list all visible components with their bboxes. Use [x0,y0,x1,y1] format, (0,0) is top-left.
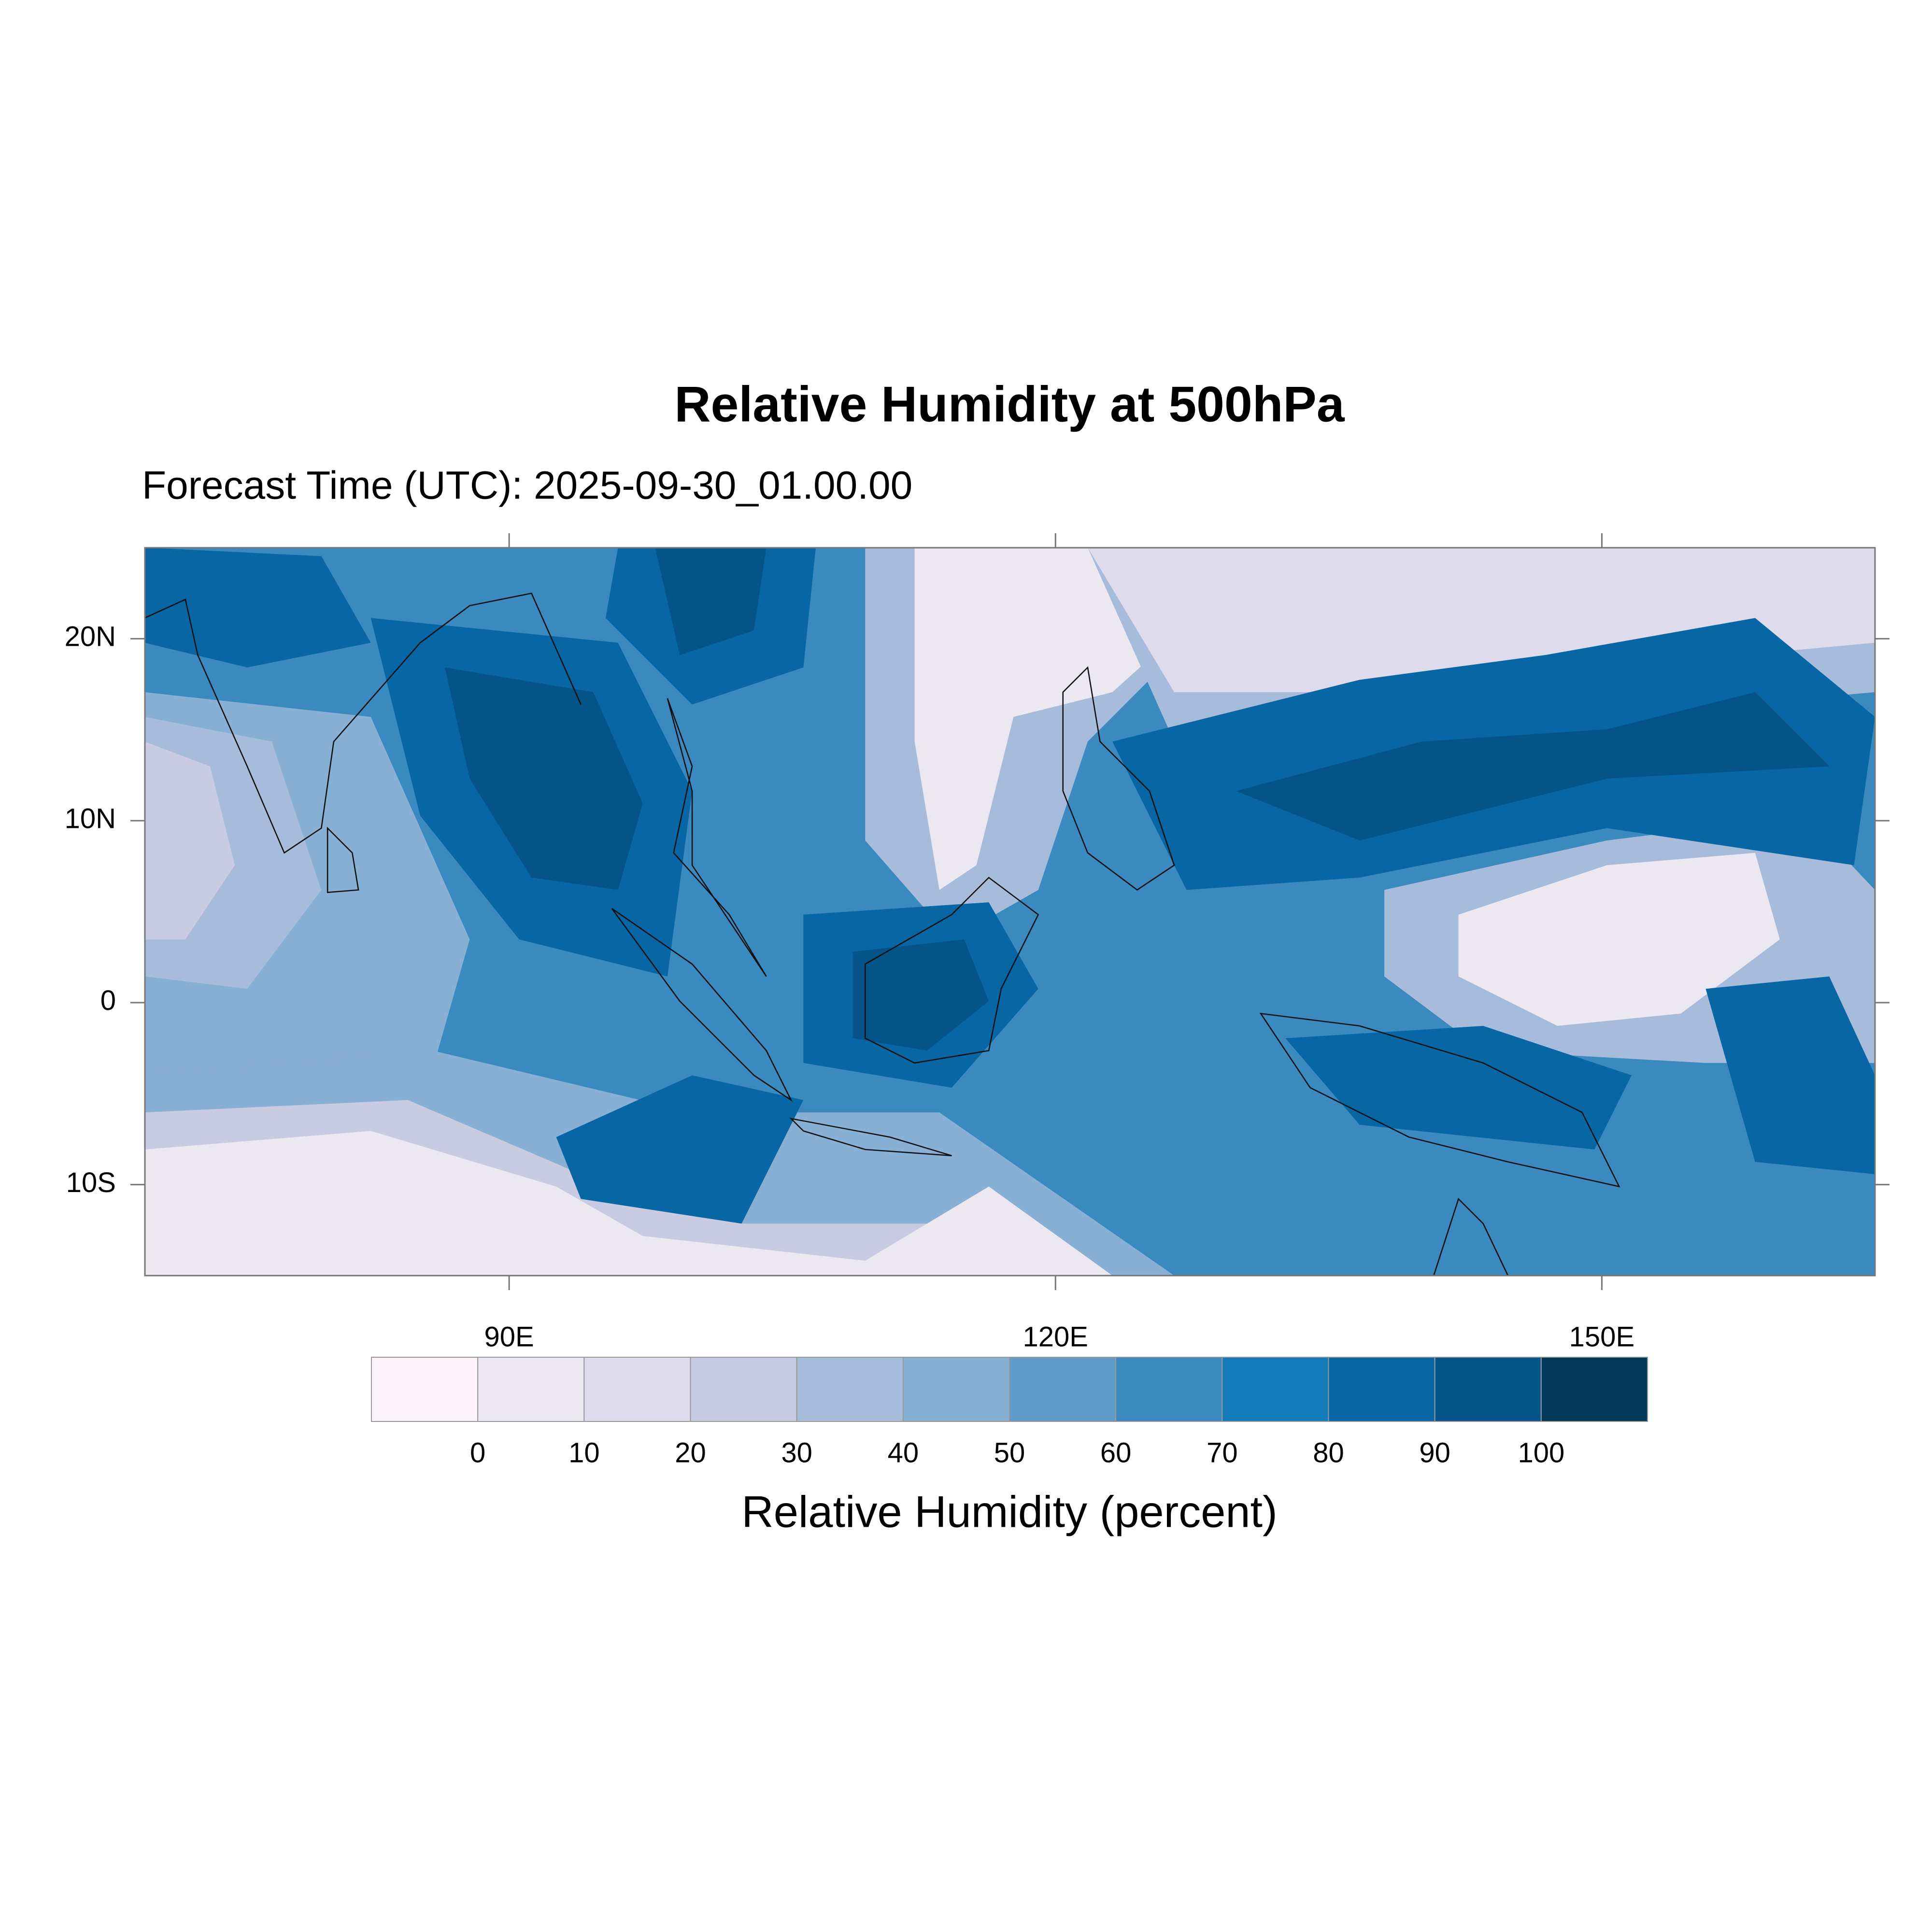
colorbar-label: 20 [675,1437,706,1468]
colorbar-label: 90 [1419,1437,1450,1468]
field-patch [1705,976,1875,1175]
field-patches [145,548,1875,1276]
field-patch [655,548,767,655]
chart-title: Relative Humidity at 500hPa [674,376,1345,432]
coastline [865,877,1039,1064]
coastline [611,908,793,1102]
colorbar-box [371,1357,479,1422]
field-patch [1236,692,1830,841]
colorbar-label: 60 [1100,1437,1132,1468]
field-patch [145,741,235,939]
coastlines [145,592,1620,1276]
colorbar-box [583,1357,691,1422]
field-patch [852,939,989,1051]
colorbar-label: 40 [888,1437,919,1468]
coastline [1062,666,1175,891]
coastline [1259,1012,1620,1188]
field-patch [145,1131,1113,1276]
x-tick-label: 150E [1569,1321,1634,1352]
colorbar-box [796,1357,904,1422]
colorbar-label: 70 [1207,1437,1238,1468]
colorbar-box [902,1357,1010,1422]
colorbar-label: 80 [1313,1437,1344,1468]
colorbar-label: 50 [994,1437,1025,1468]
colorbar-label: 30 [781,1437,812,1468]
field-patch [556,1075,804,1224]
y-tick-label: 10S [66,1167,116,1198]
colorbar-box [1434,1357,1542,1422]
colorbar-box [690,1357,797,1422]
field-patch [445,667,643,890]
field-patch [1458,852,1780,1026]
coastline [667,698,767,977]
x-tick-label: 120E [1023,1321,1088,1352]
coastline [789,1117,952,1156]
colorbar-title: Relative Humidity (percent) [741,1487,1277,1536]
y-tick-label: 10N [65,803,116,834]
colorbar-label: 10 [568,1437,600,1468]
colorbar-box [1222,1357,1329,1422]
x-tick-label: 90E [484,1321,534,1352]
field-patch [145,548,371,668]
colorbar-box [1540,1357,1648,1422]
map-field [145,548,1875,1276]
coastline [145,592,582,854]
colorbar-box [1115,1357,1223,1422]
colorbar-box [1328,1357,1435,1422]
colorbar-box [1009,1357,1117,1422]
chart-subtitle: Forecast Time (UTC): 2025-09-30_01.00.00 [142,464,912,508]
coastline [1433,1197,1509,1276]
plot-frame [144,547,1876,1277]
y-tick-label: 20N [65,621,116,653]
colorbar-box [477,1357,585,1422]
y-tick-label: 0 [100,985,116,1016]
colorbar-label: 0 [470,1437,485,1468]
coastline [327,826,359,893]
colorbar-label: 100 [1518,1437,1564,1468]
